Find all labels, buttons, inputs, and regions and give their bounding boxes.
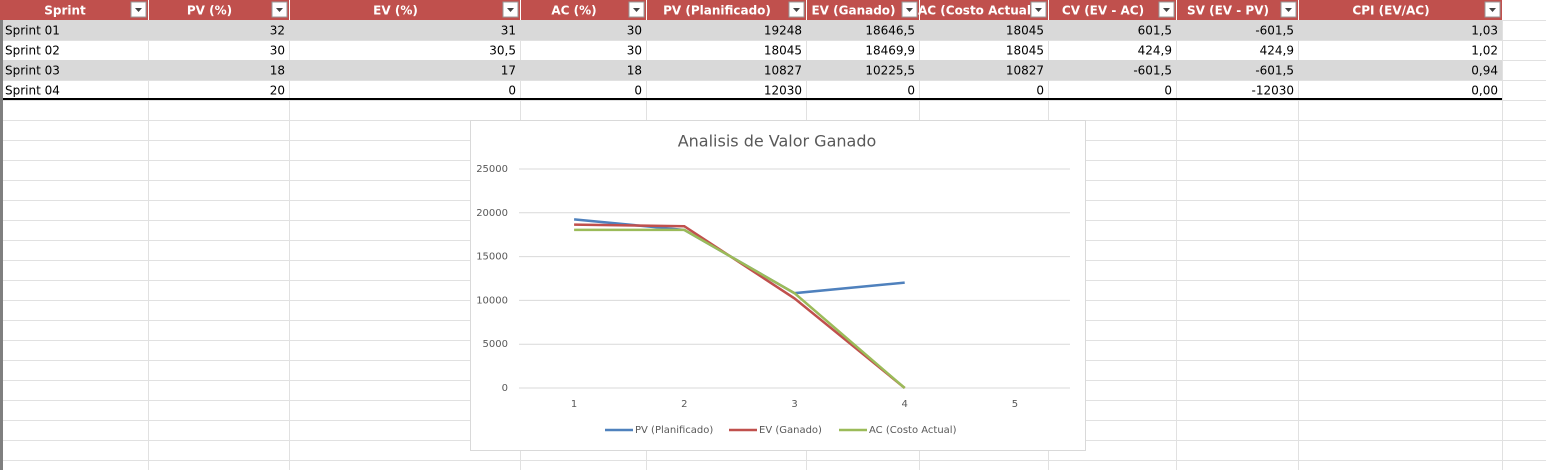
table-cell: 19248 bbox=[764, 24, 802, 38]
x-tick-label: 4 bbox=[902, 399, 908, 410]
table-cell: 10225,5 bbox=[865, 64, 915, 78]
table-cell: Sprint 04 bbox=[5, 84, 60, 98]
table-cell: 0 bbox=[907, 84, 915, 98]
table-cell: 30 bbox=[627, 44, 642, 58]
filter-arrow bbox=[135, 8, 142, 12]
filter-arrow bbox=[1285, 8, 1292, 12]
banded-row bbox=[3, 60, 1502, 80]
filter-arrow bbox=[1163, 8, 1170, 12]
table-cell: 1,03 bbox=[1471, 24, 1498, 38]
legend-label: EV (Ganado) bbox=[759, 425, 822, 436]
x-tick-label: 1 bbox=[571, 399, 577, 410]
table-cell: -12030 bbox=[1251, 84, 1294, 98]
table-cell: 10827 bbox=[764, 64, 802, 78]
y-tick-label: 10000 bbox=[476, 295, 508, 306]
y-tick-label: 15000 bbox=[476, 252, 508, 263]
table-cell: 18045 bbox=[1006, 24, 1044, 38]
chart-title: Analisis de Valor Ganado bbox=[678, 132, 877, 151]
table-cell: 424,9 bbox=[1260, 44, 1294, 58]
column-header: PV (Planificado) bbox=[663, 4, 771, 18]
table-cell: 18 bbox=[270, 64, 285, 78]
table-cell: 601,5 bbox=[1138, 24, 1172, 38]
column-header: PV (%) bbox=[187, 4, 232, 18]
table-cell: 0 bbox=[1036, 84, 1044, 98]
y-tick-label: 5000 bbox=[483, 339, 508, 350]
column-header: AC (Costo Actual bbox=[918, 4, 1031, 18]
x-tick-label: 5 bbox=[1012, 399, 1018, 410]
table-cell: 17 bbox=[501, 64, 516, 78]
table-cell: -601,5 bbox=[1255, 64, 1294, 78]
table-cell: 32 bbox=[270, 24, 285, 38]
filter-arrow bbox=[1489, 8, 1496, 12]
x-tick-label: 2 bbox=[681, 399, 687, 410]
table-cell: -601,5 bbox=[1255, 24, 1294, 38]
table-cell: 0,00 bbox=[1471, 84, 1498, 98]
table-cell: 20 bbox=[270, 84, 285, 98]
chart-area bbox=[470, 120, 1086, 451]
table-cell: 18045 bbox=[764, 44, 802, 58]
filter-arrow bbox=[1035, 8, 1042, 12]
table-cell: 1,02 bbox=[1471, 44, 1498, 58]
table-cell: 18646,5 bbox=[865, 24, 915, 38]
table-cell: -601,5 bbox=[1133, 64, 1172, 78]
filter-arrow bbox=[507, 8, 514, 12]
header-row bbox=[0, 0, 1502, 20]
table-cell: 31 bbox=[501, 24, 516, 38]
table-cell: 30 bbox=[270, 44, 285, 58]
y-tick-label: 25000 bbox=[476, 164, 508, 175]
table-cell: 30 bbox=[627, 24, 642, 38]
table-cell: 12030 bbox=[764, 84, 802, 98]
table-cell: 424,9 bbox=[1138, 44, 1172, 58]
series-line bbox=[574, 228, 906, 389]
banded-row bbox=[3, 20, 1502, 40]
legend-label: PV (Planificado) bbox=[635, 425, 713, 436]
table-cell: 0,94 bbox=[1471, 64, 1498, 78]
table-cell: 0 bbox=[508, 84, 516, 98]
column-header: SV (EV - PV) bbox=[1187, 4, 1269, 18]
table-cell: 18045 bbox=[1006, 44, 1044, 58]
table-cell: 0 bbox=[634, 84, 642, 98]
table-cell: 0 bbox=[1164, 84, 1172, 98]
filter-arrow bbox=[906, 8, 913, 12]
table-cell: 18469,9 bbox=[865, 44, 915, 58]
y-tick-label: 0 bbox=[502, 383, 508, 394]
x-tick-label: 3 bbox=[791, 399, 797, 410]
table-cell: Sprint 01 bbox=[5, 24, 60, 38]
table-cell: Sprint 03 bbox=[5, 64, 60, 78]
y-tick-label: 20000 bbox=[476, 208, 508, 219]
column-header: Sprint bbox=[44, 4, 86, 18]
column-header: CV (EV - AC) bbox=[1062, 4, 1144, 18]
legend-label: AC (Costo Actual) bbox=[869, 425, 957, 436]
filter-arrow bbox=[793, 8, 800, 12]
table-cell: 10827 bbox=[1006, 64, 1044, 78]
column-header: EV (%) bbox=[373, 4, 418, 18]
row-header-edge bbox=[0, 0, 3, 470]
filter-arrow bbox=[276, 8, 283, 12]
column-header: CPI (EV/AC) bbox=[1352, 4, 1429, 18]
column-header: EV (Ganado) bbox=[811, 4, 895, 18]
table-cell: Sprint 02 bbox=[5, 44, 60, 58]
table-cell: 18 bbox=[627, 64, 642, 78]
column-header: AC (%) bbox=[551, 4, 596, 18]
filter-arrow bbox=[633, 8, 640, 12]
table-cell: 30,5 bbox=[489, 44, 516, 58]
